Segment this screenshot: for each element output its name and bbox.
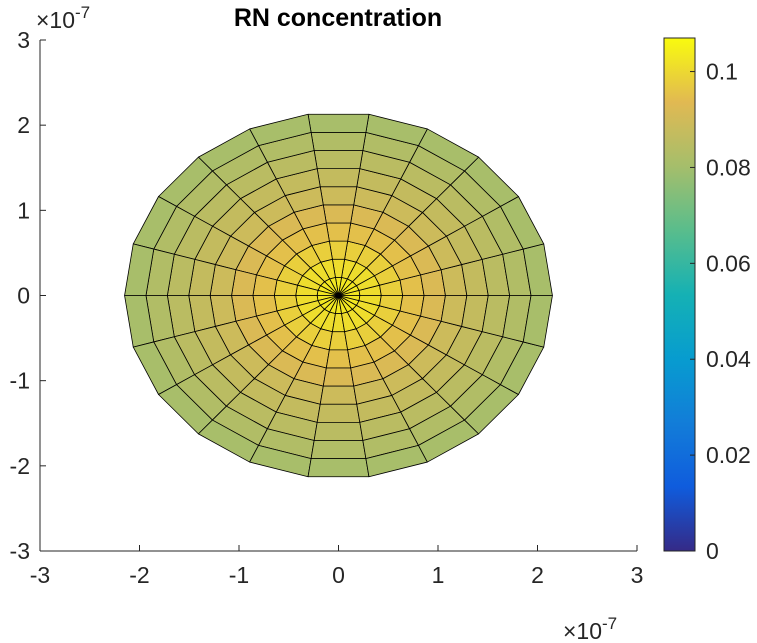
y-tick-label: -2 [10, 453, 30, 479]
colorbar-tick-label: 0.04 [706, 346, 751, 372]
surface-cell [319, 385, 358, 405]
x-multiplier-exponent: -7 [602, 614, 617, 633]
y-tick-label: 1 [17, 197, 30, 223]
x-tick-label: 1 [432, 562, 445, 588]
y-tick-label: 2 [17, 112, 30, 138]
surface-plot [124, 113, 553, 478]
y-tick-label: -3 [10, 538, 30, 564]
surface-cell [319, 186, 358, 206]
x-axis-ticks: -3 -2 -1 0 1 2 3 [30, 545, 644, 588]
chart-title: RN concentration [234, 4, 442, 32]
surface-cell [322, 204, 355, 224]
colorbar-gradient [663, 37, 696, 552]
colorbar-tick-label: 0.06 [706, 250, 751, 276]
x-axis-multiplier: ×10-7 [563, 614, 617, 643]
surface-cell [316, 403, 361, 423]
x-tick-label: 3 [631, 562, 644, 588]
x-tick-label: -3 [30, 562, 50, 588]
surface-cell [313, 421, 364, 441]
surface-cell [307, 113, 370, 133]
y-axis-ticks: -3 -2 -1 0 1 2 3 [10, 27, 46, 564]
surface-cell [307, 458, 370, 478]
x-tick-label: 0 [332, 562, 345, 588]
y-multiplier-base: ×10 [36, 7, 75, 33]
y-tick-label: 0 [17, 283, 30, 309]
surface-cell [325, 222, 352, 242]
colorbar-tick-label: 0.08 [706, 154, 751, 180]
x-tick-label: -2 [129, 562, 149, 588]
y-tick-label: -1 [10, 368, 30, 394]
surface-cell [322, 367, 355, 387]
surface-cell [313, 150, 364, 170]
y-tick-label: 3 [17, 27, 30, 53]
y-multiplier-exponent: -7 [75, 3, 90, 22]
x-tick-label: -1 [229, 562, 249, 588]
y-axis-multiplier: ×10-7 [36, 3, 90, 33]
surface-cell [316, 168, 361, 188]
colorbar-tick-label: 0.1 [706, 59, 738, 85]
x-tick-label: 2 [531, 562, 544, 588]
surface-cell [310, 131, 367, 151]
colorbar-tick-label: 0.02 [706, 442, 751, 468]
surface-cell [325, 349, 352, 369]
colorbar: 0 0.02 0.04 0.06 0.08 0.1 [663, 37, 751, 564]
surface-cell [522, 295, 553, 348]
surface-cell [310, 440, 367, 460]
x-multiplier-base: ×10 [563, 618, 602, 643]
colorbar-tick-label: 0 [706, 538, 719, 564]
